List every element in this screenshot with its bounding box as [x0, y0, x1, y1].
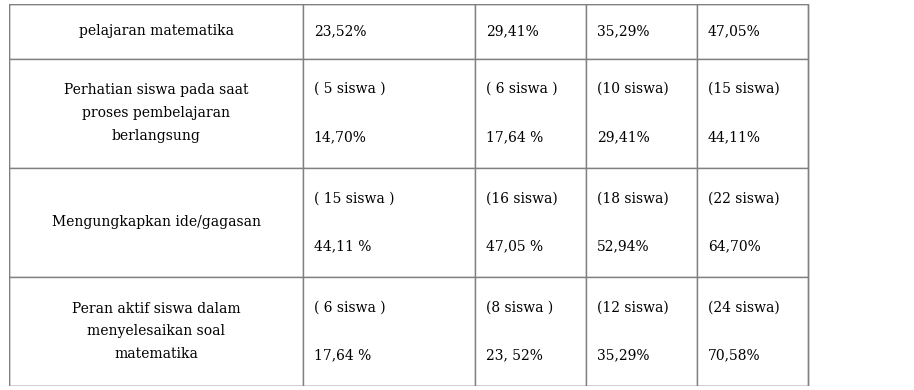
Bar	[9, 58, 303, 168]
Bar	[303, 168, 475, 277]
Text: 23, 52%: 23, 52%	[485, 349, 543, 362]
Text: pelajaran matematika: pelajaran matematika	[79, 24, 234, 38]
Text: Peran aktif siswa dalam
menyelesaikan soal
matematika: Peran aktif siswa dalam menyelesaikan so…	[71, 301, 240, 361]
Text: 17,64 %: 17,64 %	[314, 349, 371, 362]
Bar	[475, 4, 586, 58]
Text: 23,52%: 23,52%	[314, 24, 367, 38]
Bar	[475, 58, 586, 168]
Bar	[475, 277, 586, 386]
Text: 70,58%: 70,58%	[707, 349, 760, 362]
Bar	[475, 168, 586, 277]
Text: ( 6 siswa ): ( 6 siswa )	[485, 82, 558, 96]
Text: 44,11 %: 44,11 %	[314, 239, 371, 253]
Bar	[697, 168, 808, 277]
Text: 29,41%: 29,41%	[485, 24, 538, 38]
Bar	[586, 277, 697, 386]
Text: Mengungkapkan ide/gagasan: Mengungkapkan ide/gagasan	[51, 215, 260, 229]
Text: (16 siswa): (16 siswa)	[485, 191, 558, 206]
Text: (12 siswa): (12 siswa)	[597, 300, 668, 314]
Text: 47,05%: 47,05%	[707, 24, 760, 38]
Text: 29,41%: 29,41%	[597, 130, 650, 144]
Text: 35,29%: 35,29%	[597, 24, 649, 38]
Bar	[303, 58, 475, 168]
Text: 44,11%: 44,11%	[707, 130, 760, 144]
Bar	[697, 58, 808, 168]
Bar	[9, 277, 303, 386]
Text: (8 siswa ): (8 siswa )	[485, 300, 553, 314]
Bar	[9, 168, 303, 277]
Text: ( 6 siswa ): ( 6 siswa )	[314, 300, 386, 314]
Text: ( 5 siswa ): ( 5 siswa )	[314, 82, 386, 96]
Bar	[303, 4, 475, 58]
Text: 64,70%: 64,70%	[707, 239, 760, 253]
Bar	[697, 4, 808, 58]
Text: (10 siswa): (10 siswa)	[597, 82, 668, 96]
Text: (18 siswa): (18 siswa)	[597, 191, 668, 206]
Bar	[586, 4, 697, 58]
Bar	[586, 168, 697, 277]
Text: 35,29%: 35,29%	[597, 349, 649, 362]
Text: Perhatian siswa pada saat
proses pembelajaran
berlangsung: Perhatian siswa pada saat proses pembela…	[64, 83, 249, 143]
Text: 52,94%: 52,94%	[597, 239, 649, 253]
Text: (24 siswa): (24 siswa)	[707, 300, 780, 314]
Text: ( 15 siswa ): ( 15 siswa )	[314, 191, 394, 206]
Bar	[9, 4, 808, 386]
Bar	[9, 4, 303, 58]
Text: 17,64 %: 17,64 %	[485, 130, 543, 144]
Bar	[586, 58, 697, 168]
Text: 47,05 %: 47,05 %	[485, 239, 543, 253]
Text: (15 siswa): (15 siswa)	[707, 82, 780, 96]
Bar	[697, 277, 808, 386]
Text: (22 siswa): (22 siswa)	[707, 191, 780, 206]
Bar	[303, 277, 475, 386]
Text: 14,70%: 14,70%	[314, 130, 367, 144]
